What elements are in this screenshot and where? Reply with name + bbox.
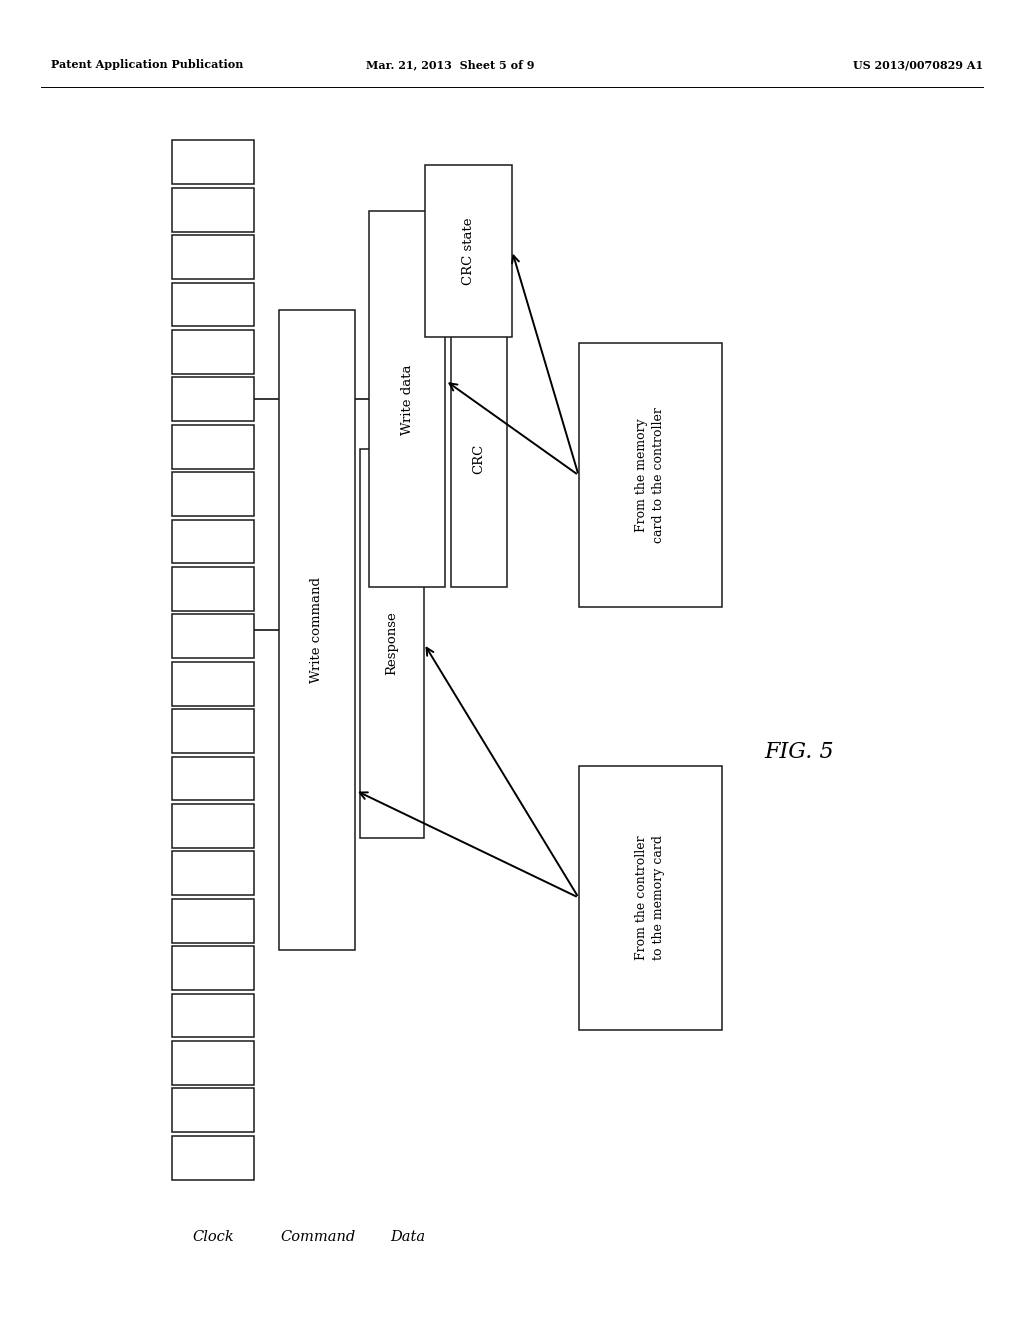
Text: Write command: Write command bbox=[310, 577, 324, 684]
Bar bbox=[279, 310, 355, 950]
Text: Response: Response bbox=[386, 611, 398, 676]
Bar bbox=[172, 520, 254, 564]
Text: FIG. 5: FIG. 5 bbox=[764, 742, 834, 763]
Text: From the controller
to the memory card: From the controller to the memory card bbox=[635, 836, 666, 960]
Bar bbox=[172, 804, 254, 847]
Bar bbox=[172, 568, 254, 611]
Bar bbox=[172, 1041, 254, 1085]
Text: Mar. 21, 2013  Sheet 5 of 9: Mar. 21, 2013 Sheet 5 of 9 bbox=[367, 59, 535, 70]
Bar bbox=[172, 235, 254, 279]
Bar bbox=[369, 211, 445, 587]
Bar bbox=[451, 330, 507, 587]
Bar bbox=[172, 378, 254, 421]
Bar bbox=[172, 661, 254, 705]
Text: Clock: Clock bbox=[193, 1230, 233, 1243]
Text: Write data: Write data bbox=[400, 364, 414, 434]
Bar bbox=[172, 851, 254, 895]
Bar bbox=[172, 756, 254, 800]
Bar bbox=[172, 1137, 254, 1180]
Bar bbox=[579, 766, 722, 1030]
Bar bbox=[579, 343, 722, 607]
Bar bbox=[172, 473, 254, 516]
Text: CRC: CRC bbox=[472, 444, 485, 474]
Bar bbox=[172, 425, 254, 469]
Bar bbox=[172, 709, 254, 752]
Bar bbox=[172, 1089, 254, 1133]
Bar bbox=[172, 282, 254, 326]
Text: US 2013/0070829 A1: US 2013/0070829 A1 bbox=[853, 59, 983, 70]
Bar bbox=[172, 946, 254, 990]
Bar bbox=[172, 615, 254, 659]
Text: CRC state: CRC state bbox=[462, 216, 475, 285]
Bar bbox=[172, 899, 254, 942]
Text: Patent Application Publication: Patent Application Publication bbox=[51, 59, 244, 70]
Bar bbox=[172, 140, 254, 183]
Text: Command: Command bbox=[281, 1230, 356, 1243]
Bar bbox=[172, 330, 254, 374]
Bar bbox=[425, 165, 512, 337]
Bar bbox=[172, 994, 254, 1038]
Text: Data: Data bbox=[390, 1230, 425, 1243]
Text: From the memory
card to the controller: From the memory card to the controller bbox=[635, 408, 666, 543]
Bar bbox=[172, 187, 254, 231]
Bar bbox=[360, 449, 424, 838]
